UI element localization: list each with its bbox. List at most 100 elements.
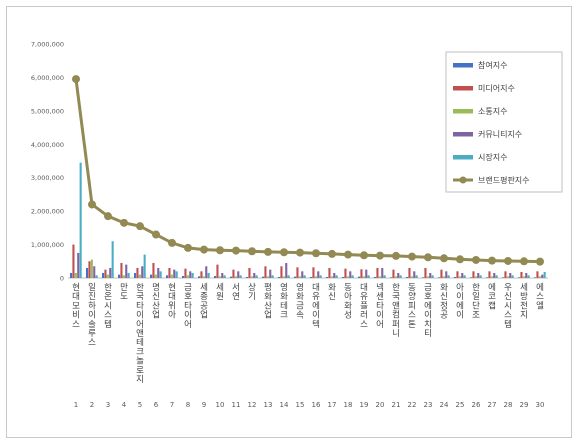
bar: [474, 276, 477, 278]
x-tick-label: 9: [202, 401, 206, 409]
line-point: [472, 255, 480, 264]
legend: [445, 51, 563, 193]
bar: [232, 269, 235, 278]
bar: [269, 269, 272, 278]
bar: [95, 275, 98, 278]
bar: [486, 277, 489, 278]
line-point: [360, 251, 368, 260]
line-point: [88, 200, 96, 209]
y-tick-label: 5,000,000: [31, 107, 64, 115]
bar: [502, 277, 505, 278]
bar: [422, 277, 425, 278]
bar: [504, 271, 507, 278]
bar: [173, 269, 176, 278]
bar: [442, 276, 445, 278]
bar: [461, 272, 464, 278]
bar: [93, 266, 96, 278]
bar: [463, 275, 466, 278]
legend-label: 커뮤니티지수: [478, 129, 522, 139]
legend-swatch: [453, 63, 473, 68]
bar: [200, 271, 203, 278]
bar: [104, 269, 107, 278]
bar: [248, 267, 251, 278]
y-tick-label: 6,000,000: [31, 74, 64, 82]
bar: [431, 275, 434, 278]
bar: [520, 271, 523, 278]
x-tick-label: 27: [488, 401, 497, 409]
bar: [390, 277, 393, 278]
x-tick-label: 6: [154, 401, 159, 409]
line-point: [104, 212, 112, 221]
bar: [470, 277, 473, 278]
bar: [493, 272, 496, 278]
bar: [216, 264, 219, 278]
bar: [342, 276, 345, 278]
bar: [415, 275, 418, 278]
line-point: [168, 238, 176, 247]
legend-label: 소통지수: [478, 107, 507, 116]
bar: [159, 271, 162, 278]
x-tick-label: 23: [424, 401, 433, 409]
bar: [86, 267, 89, 278]
bar: [264, 266, 267, 278]
y-tick-label: 1,000,000: [31, 241, 64, 249]
legend-label: 시장지수: [478, 152, 507, 162]
bar: [408, 267, 411, 278]
bar: [74, 272, 77, 278]
bar: [255, 275, 258, 278]
bar: [122, 275, 125, 278]
x-tick-label: 30: [536, 401, 545, 409]
bar: [333, 272, 336, 278]
bar: [314, 276, 317, 278]
bar: [72, 244, 75, 278]
bar: [150, 274, 153, 278]
bar: [534, 277, 537, 278]
bar: [426, 276, 429, 278]
line-point: [280, 248, 288, 257]
x-tick-label: 1: [74, 401, 78, 409]
bar: [230, 276, 233, 278]
line-point: [248, 247, 256, 256]
bar: [543, 271, 546, 278]
line-point: [376, 251, 384, 260]
x-tick-label: 10: [216, 401, 225, 409]
legend-swatch: [453, 109, 473, 114]
x-tick-label: 13: [264, 401, 273, 409]
bar: [205, 266, 208, 278]
bar: [189, 271, 192, 278]
x-tick-label: 26: [472, 401, 481, 409]
line-point: [408, 252, 416, 261]
bar: [541, 274, 544, 278]
bar: [522, 276, 525, 278]
bar: [234, 276, 237, 278]
line-point: [424, 253, 432, 262]
bar: [246, 276, 249, 278]
bar: [346, 276, 349, 278]
line-point: [488, 256, 496, 265]
bar: [303, 275, 306, 278]
bar: [456, 271, 459, 278]
x-tick-label: 21: [392, 401, 401, 409]
bar: [141, 266, 144, 278]
bar: [157, 267, 160, 278]
bar: [344, 268, 347, 278]
bar: [198, 276, 201, 278]
x-tick-label: 22: [408, 401, 417, 409]
bar: [406, 276, 409, 278]
bar: [518, 277, 521, 278]
bar: [438, 277, 441, 278]
bar: [294, 276, 297, 278]
bar: [262, 276, 265, 278]
